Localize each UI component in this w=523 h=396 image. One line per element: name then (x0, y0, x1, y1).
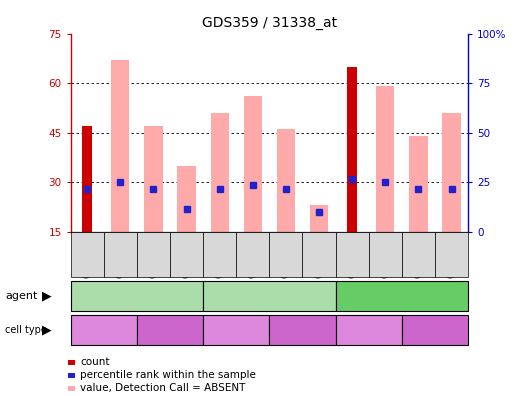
Title: GDS359 / 31338_at: GDS359 / 31338_at (202, 16, 337, 30)
Text: GSM6684: GSM6684 (314, 231, 324, 278)
Bar (211, 113, 229, 232)
Bar (410, 136, 427, 232)
Text: ciliary muscle: ciliary muscle (205, 325, 268, 334)
Text: value, Detection Call = ABSENT: value, Detection Call = ABSENT (80, 383, 245, 394)
Text: GSM7621: GSM7621 (82, 231, 92, 278)
Text: count: count (80, 357, 109, 367)
Text: GSM7622: GSM7622 (115, 231, 126, 278)
Text: latanoprost free acid: latanoprost free acid (211, 291, 327, 301)
Text: GSM7623: GSM7623 (149, 231, 158, 278)
Text: GSM6687: GSM6687 (413, 231, 424, 278)
Bar (376, 86, 394, 232)
Text: trabecular
meshwork: trabecular meshwork (279, 320, 326, 339)
Text: GSM6681: GSM6681 (214, 231, 225, 278)
Bar (277, 129, 295, 232)
Bar (82, 126, 92, 232)
Text: prostaglandin F2alpha: prostaglandin F2alpha (339, 291, 464, 301)
Text: GSM6682: GSM6682 (248, 231, 258, 278)
Bar (144, 126, 163, 232)
Text: agent: agent (5, 291, 38, 301)
Bar (111, 60, 129, 232)
Text: ▶: ▶ (42, 323, 52, 336)
Text: GSM6685: GSM6685 (347, 231, 357, 278)
Text: ciliary muscle: ciliary muscle (337, 325, 400, 334)
Bar (347, 67, 357, 232)
Text: trabecular
meshwork: trabecular meshwork (412, 320, 458, 339)
Bar (310, 205, 328, 232)
Bar (442, 113, 461, 232)
Text: percentile rank within the sample: percentile rank within the sample (80, 370, 256, 381)
Bar (177, 166, 196, 232)
Text: GSM6688: GSM6688 (447, 231, 457, 278)
Text: trabecular
meshwork: trabecular meshwork (146, 320, 194, 339)
Text: GSM7624: GSM7624 (181, 231, 191, 278)
Text: cell type: cell type (5, 325, 47, 335)
Bar (244, 96, 262, 232)
Text: GSM6686: GSM6686 (380, 231, 390, 278)
Text: control: control (118, 291, 156, 301)
Text: ciliary muscle: ciliary muscle (72, 325, 135, 334)
Text: ▶: ▶ (42, 289, 52, 303)
Text: GSM6683: GSM6683 (281, 231, 291, 278)
